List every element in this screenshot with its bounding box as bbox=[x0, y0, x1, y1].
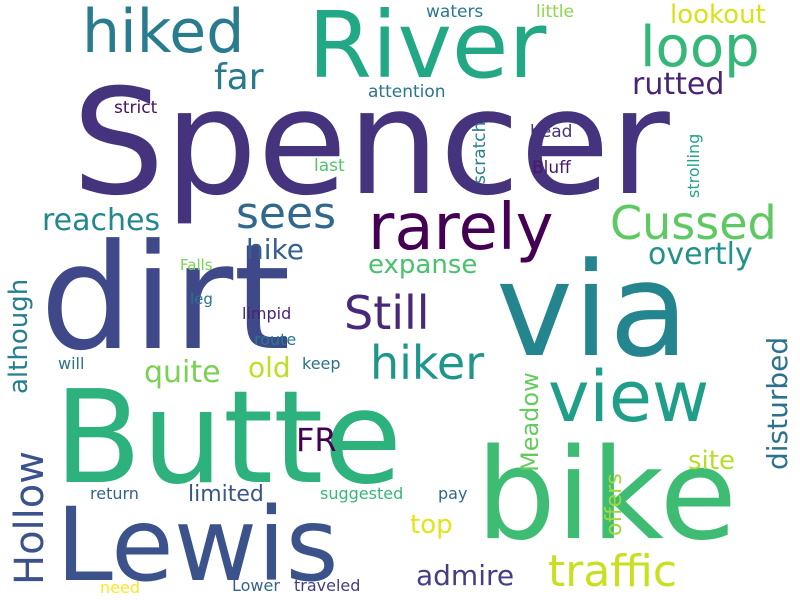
word-rutted: rutted bbox=[632, 67, 725, 102]
word-meadow: Meadow bbox=[516, 372, 544, 472]
word-offers: offers bbox=[602, 473, 627, 536]
word-scratch: scratch bbox=[470, 121, 490, 184]
word-cussed: Cussed bbox=[610, 196, 777, 250]
word-expanse: expanse bbox=[368, 250, 478, 280]
word-bike: bike bbox=[476, 421, 737, 568]
word-sees: sees bbox=[236, 188, 336, 239]
word-hiked: hiked bbox=[82, 0, 245, 67]
word-site: site bbox=[688, 446, 735, 476]
word-reaches: reaches bbox=[42, 203, 161, 238]
word-still: Still bbox=[344, 286, 430, 340]
word-strict: strict bbox=[114, 98, 158, 118]
word-old: old bbox=[248, 351, 291, 384]
word-dirt: dirt bbox=[40, 213, 291, 383]
word-little: little bbox=[536, 2, 574, 22]
word-limited: limited bbox=[188, 482, 264, 507]
word-keep: keep bbox=[302, 354, 341, 373]
word-waters: waters bbox=[426, 2, 484, 22]
word-view: view bbox=[548, 356, 710, 438]
word-loop: loop bbox=[640, 15, 760, 80]
word-attention: attention bbox=[368, 82, 446, 102]
word-lewis: Lewis bbox=[56, 486, 339, 600]
word-falls: Falls bbox=[180, 256, 213, 274]
word-butte: Butte bbox=[54, 364, 403, 513]
word-fr: FR bbox=[296, 421, 337, 459]
word-pay: pay bbox=[438, 484, 468, 503]
word-disturbed: disturbed bbox=[761, 336, 794, 470]
word-leg: leg bbox=[190, 290, 213, 308]
word-lower: Lower bbox=[232, 576, 280, 595]
word-strolling: strolling bbox=[684, 133, 703, 198]
word-hollow: Hollow bbox=[7, 451, 53, 585]
word-suggested: suggested bbox=[320, 484, 404, 503]
word-overtly: overtly bbox=[648, 237, 753, 272]
word-hike: hike bbox=[246, 233, 304, 266]
word-although: although bbox=[4, 278, 34, 394]
word-hiker: hiker bbox=[370, 336, 485, 390]
word-spencer: Spencer bbox=[72, 58, 670, 228]
word-will: will bbox=[58, 354, 85, 373]
word-limpid: limpid bbox=[242, 304, 292, 323]
word-route: route bbox=[254, 330, 297, 349]
word-top: top bbox=[410, 510, 453, 540]
word-via: via bbox=[496, 234, 689, 386]
word-river: River bbox=[308, 0, 547, 99]
word-traveled: traveled bbox=[294, 576, 361, 595]
word-traffic: traffic bbox=[548, 546, 678, 597]
word-quite: quite bbox=[144, 355, 221, 390]
word-lookout: lookout bbox=[670, 0, 766, 30]
word-return: return bbox=[90, 484, 139, 503]
word-need: need bbox=[100, 578, 140, 597]
word-head: head bbox=[530, 122, 573, 142]
word-rarely: rarely bbox=[368, 191, 554, 265]
word-bluff: Bluff bbox=[532, 158, 571, 178]
word-far: far bbox=[214, 57, 264, 98]
word-last: last bbox=[314, 156, 345, 176]
word-admire: admire bbox=[416, 559, 515, 592]
